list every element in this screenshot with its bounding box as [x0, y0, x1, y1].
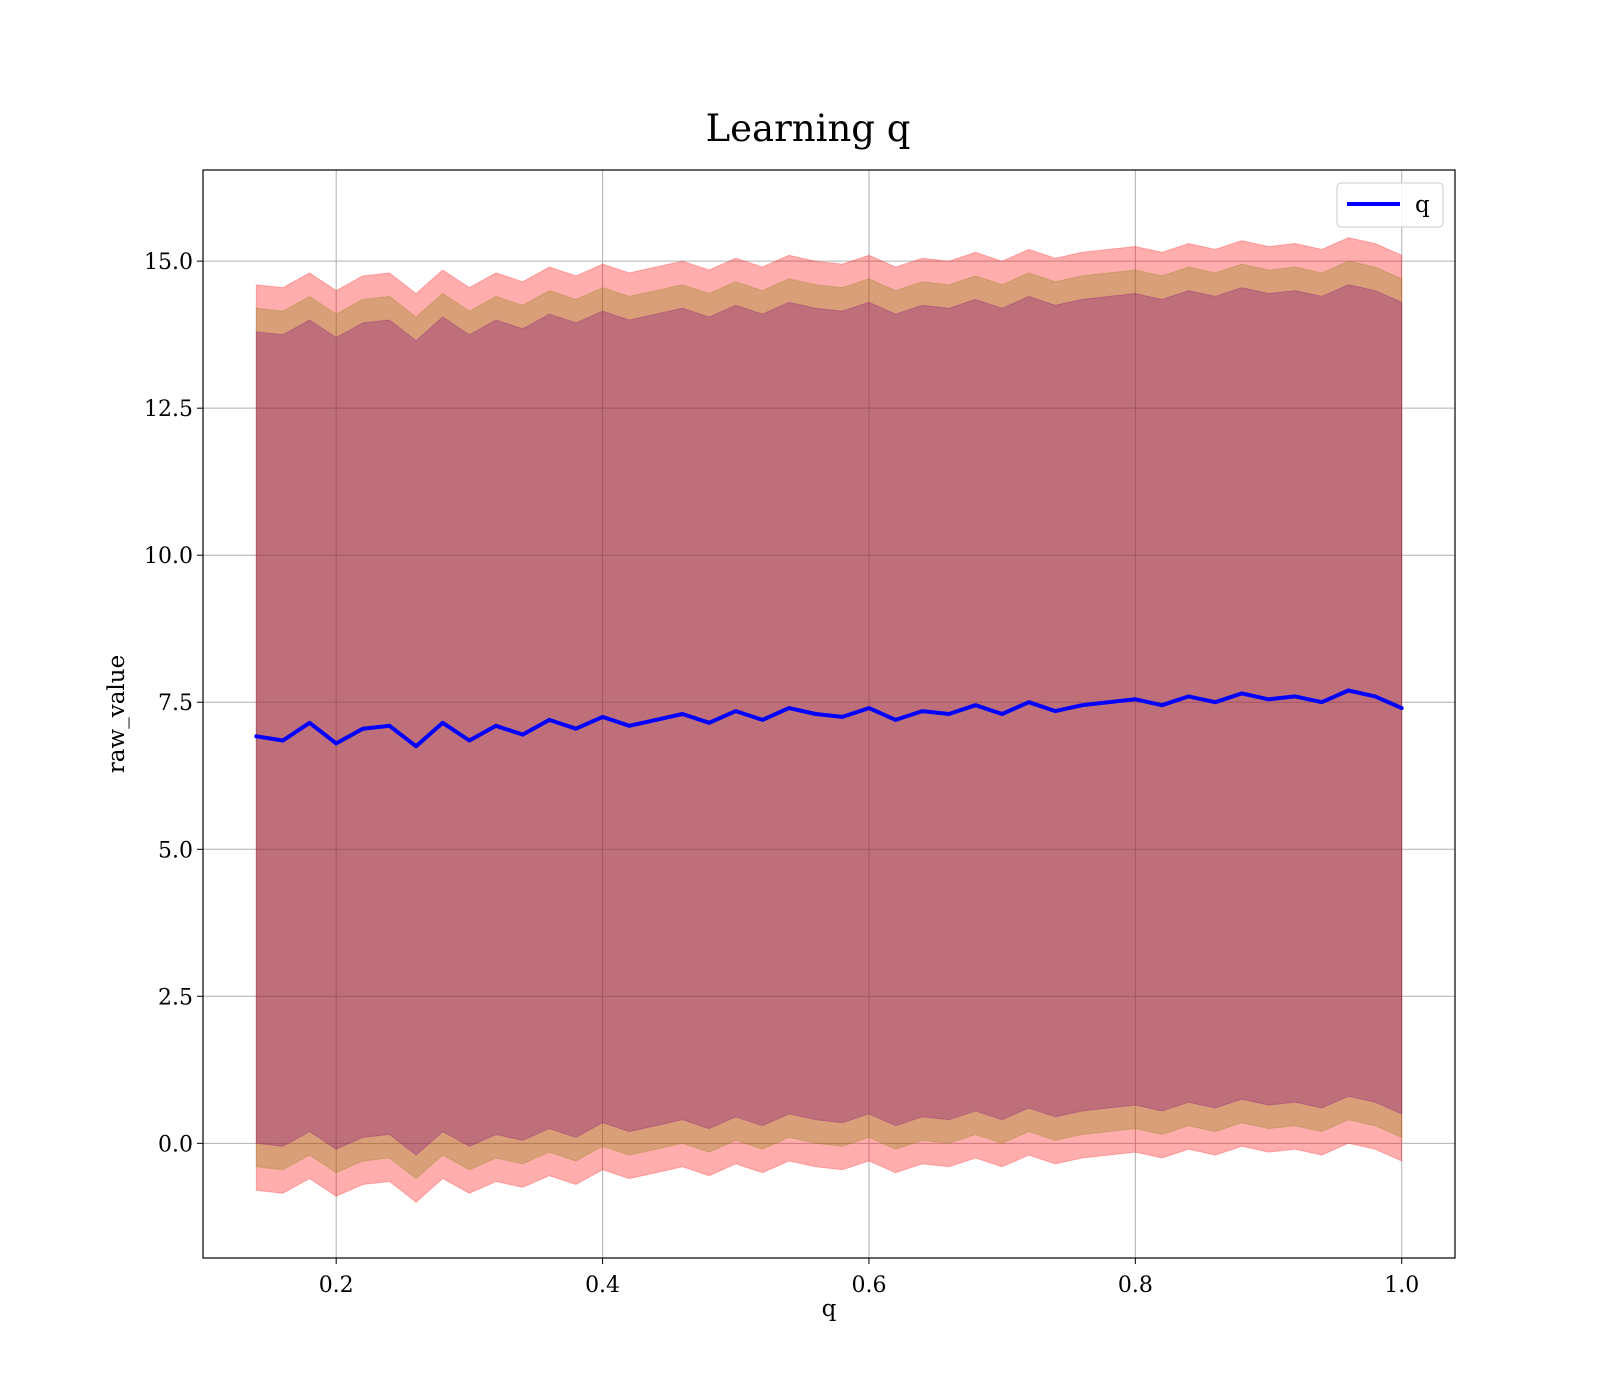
y-tick-label: 2.5: [158, 985, 193, 1010]
y-tick-label: 15.0: [144, 250, 193, 275]
legend: q: [1336, 182, 1444, 228]
y-axis-ticks: 0.0 2.5 5.0 7.5 10.0 12.5 15.0: [144, 250, 203, 1157]
y-tick-label: 10.0: [144, 544, 193, 569]
chart-title: Learning q: [706, 107, 911, 150]
x-tick-label: 0.4: [585, 1273, 620, 1298]
series-line-q: [254, 688, 1404, 749]
plot-area-frame: [202, 169, 1456, 1259]
x-tick-label: 1.0: [1384, 1273, 1419, 1298]
legend-label-q: q: [1415, 192, 1430, 218]
x-tick-label: 0.6: [851, 1273, 886, 1298]
x-tick-label: 0.2: [319, 1273, 354, 1298]
grid: [203, 170, 1455, 1258]
confidence-bands: [255, 237, 1403, 1203]
x-axis-label: q: [822, 1296, 837, 1322]
y-axis-label: raw_value: [104, 655, 130, 773]
y-tick-label: 0.0: [158, 1132, 193, 1157]
x-axis-ticks: 0.2 0.4 0.6 0.8 1.0: [319, 1258, 1419, 1298]
confidence-band-1: [255, 237, 1403, 1203]
y-tick-label: 7.5: [158, 691, 193, 716]
x-tick-label: 0.8: [1118, 1273, 1153, 1298]
confidence-band-3: [255, 284, 1403, 1156]
series-lines: [254, 688, 1404, 749]
confidence-band-2: [255, 260, 1403, 1180]
y-tick-label: 12.5: [144, 397, 193, 422]
y-tick-label: 5.0: [158, 838, 193, 863]
